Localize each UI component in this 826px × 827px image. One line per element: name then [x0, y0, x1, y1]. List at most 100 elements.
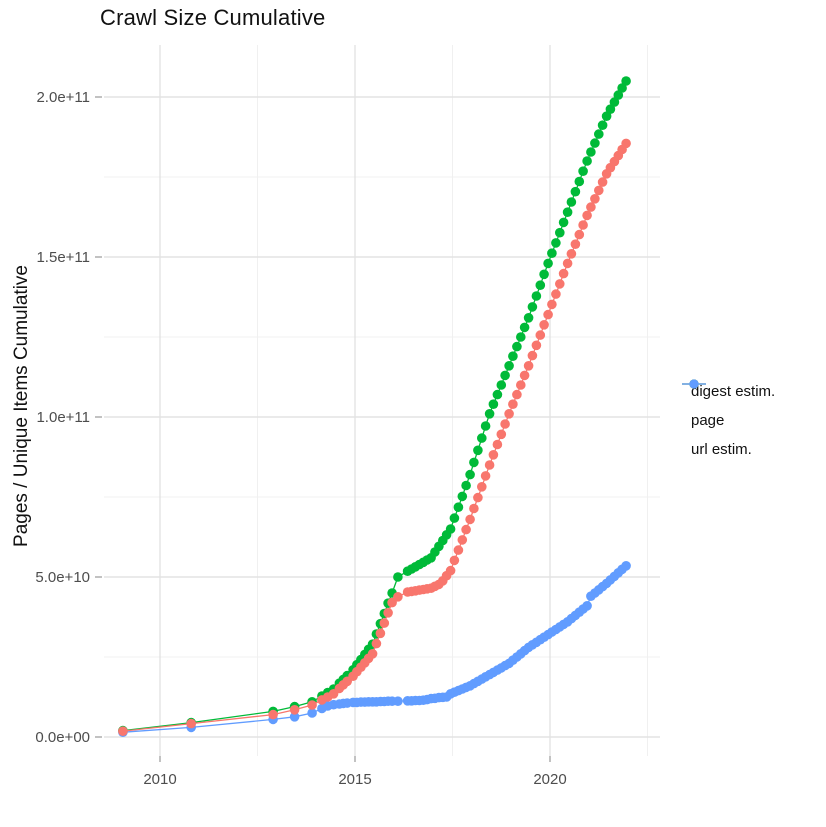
data-point-page	[539, 269, 549, 280]
legend-item: url estim.	[681, 379, 775, 464]
data-point-digest-estim	[551, 289, 561, 299]
data-point-page	[445, 524, 456, 534]
data-point-digest-estim	[582, 210, 592, 221]
data-point-digest-estim	[461, 524, 471, 535]
data-point-digest-estim	[186, 718, 196, 729]
data-point-page	[492, 389, 503, 400]
data-point-digest-estim	[367, 649, 378, 659]
data-point-digest-estim	[445, 565, 456, 576]
data-point-digest-estim	[383, 608, 393, 618]
data-point-url-estim	[582, 601, 592, 611]
data-point-digest-estim	[508, 399, 518, 410]
data-point-page	[461, 480, 471, 491]
series-layer	[118, 76, 631, 737]
plot-panel	[104, 45, 660, 756]
data-point-page	[449, 513, 460, 523]
data-point-page	[601, 111, 612, 121]
data-point-digest-estim	[500, 419, 510, 429]
data-point-digest-estim	[566, 249, 577, 259]
data-point-page	[523, 313, 534, 323]
data-point-page	[574, 176, 585, 187]
data-point-page	[508, 351, 518, 362]
data-point-digest-estim	[543, 309, 553, 320]
data-point-page	[531, 291, 542, 301]
data-point-digest-estim	[268, 709, 278, 720]
data-point-digest-estim	[527, 350, 538, 361]
legend-item: page	[681, 379, 775, 435]
y-tick-label: 5.0e+10	[35, 569, 90, 586]
data-point-page	[609, 97, 620, 107]
data-point-digest-estim	[535, 330, 546, 340]
data-point-page	[617, 83, 627, 93]
data-point-page	[551, 238, 561, 248]
data-point-digest-estim	[558, 268, 569, 279]
data-point-page	[473, 445, 483, 456]
data-point-page	[519, 322, 530, 333]
legend-label: digest estim.	[691, 383, 776, 400]
data-point-page	[512, 341, 522, 352]
data-point-digest-estim	[307, 700, 317, 710]
data-point-page	[543, 258, 553, 269]
data-point-digest-estim	[504, 409, 514, 419]
data-point-page	[527, 302, 538, 312]
data-point-page	[516, 332, 526, 342]
data-point-digest-estim	[488, 450, 499, 460]
data-point-page	[453, 502, 464, 512]
data-point-digest-estim	[574, 229, 585, 240]
data-point-digest-estim	[473, 492, 483, 503]
data-point-page	[562, 207, 573, 217]
data-point-page	[500, 370, 510, 381]
data-point-url-estim	[289, 712, 300, 722]
data-point-digest-estim	[379, 618, 390, 628]
legend-key-icon	[682, 379, 706, 389]
data-point-page	[393, 572, 403, 582]
data-point-digest-estim	[547, 299, 557, 310]
data-point-page	[488, 399, 499, 410]
data-point-digest-estim	[516, 380, 526, 390]
data-point-digest-estim	[590, 194, 600, 204]
data-point-digest-estim	[465, 514, 475, 525]
x-tick-label: 2020	[533, 771, 566, 788]
data-point-digest-estim	[477, 482, 487, 492]
series-url-estim	[118, 561, 631, 737]
data-point-page	[484, 409, 495, 419]
y-tick-label: 2.0e+11	[36, 89, 90, 106]
series-digest-estim	[118, 138, 631, 736]
data-point-digest-estim	[512, 389, 522, 400]
data-point-page	[535, 280, 546, 291]
data-point-digest-estim	[492, 439, 503, 450]
data-point-digest-estim	[480, 471, 491, 481]
data-point-digest-estim	[519, 370, 530, 381]
data-point-page	[480, 421, 491, 431]
data-point-page	[570, 186, 581, 197]
data-point-digest-estim	[523, 361, 534, 371]
x-tick-label: 2010	[143, 771, 176, 788]
legend-label: page	[691, 412, 725, 429]
data-point-digest-estim	[597, 177, 608, 187]
data-point-digest-estim	[393, 592, 403, 602]
data-point-page	[469, 457, 479, 468]
y-tick-label: 0.0e+00	[35, 729, 90, 746]
data-point-digest-estim	[375, 628, 386, 639]
legend: digest estim. page url estim.	[681, 377, 775, 464]
data-point-digest-estim	[578, 220, 588, 230]
data-point-page	[496, 380, 507, 390]
y-tick-label: 1.5e+11	[36, 249, 90, 266]
data-point-digest-estim	[289, 705, 300, 715]
data-point-page	[504, 361, 514, 371]
x-axis-tick-labels: 2010 2015 2020	[143, 771, 566, 788]
data-point-digest-estim	[586, 202, 596, 212]
data-point-digest-estim	[387, 597, 397, 608]
data-point-digest-estim	[469, 503, 479, 514]
data-point-digest-estim	[621, 138, 631, 149]
data-point-digest-estim	[484, 460, 495, 470]
data-point-page	[578, 166, 588, 176]
grid-major	[104, 45, 660, 756]
data-point-url-estim	[307, 708, 317, 718]
data-point-page	[586, 147, 596, 157]
data-point-page	[590, 138, 600, 148]
grid-minor	[104, 45, 660, 756]
data-point-digest-estim	[594, 185, 604, 196]
axis-ticks	[95, 96, 551, 762]
